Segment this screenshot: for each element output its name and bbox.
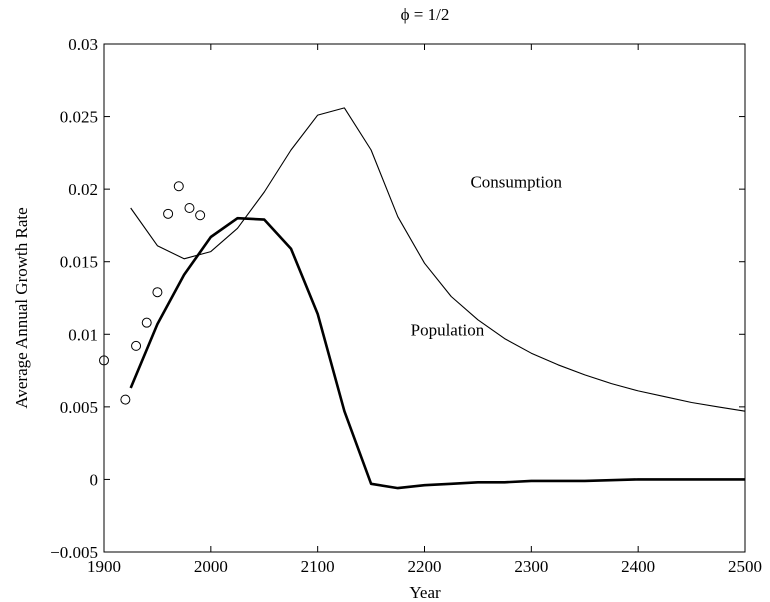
y-tick-label: 0.015 [60, 253, 98, 272]
y-tick-label: 0.01 [68, 325, 98, 344]
x-axis-label: Year [409, 583, 441, 602]
observed-point [163, 208, 174, 219]
annotation-layer: Consumption Population [411, 173, 563, 340]
plot-frame [103, 43, 746, 553]
x-tick-label: 2000 [194, 557, 228, 576]
series-layer [99, 107, 746, 490]
x-axis: 1900 2000 2100 2200 2300 2400 2500 [87, 44, 762, 576]
annotation-population: Population [411, 321, 485, 340]
y-tick-label: 0.03 [68, 35, 98, 54]
observed-point [99, 355, 109, 366]
y-axis: −0.005 0 0.005 0.01 0.015 0.02 0.025 0.03 [50, 35, 745, 562]
observed-point [120, 394, 131, 405]
y-tick-label: 0.005 [60, 398, 98, 417]
observed-point [152, 287, 163, 298]
chart-title: ϕ = 1/2 [401, 5, 450, 24]
observed-point [173, 181, 184, 192]
y-axis-label: Average Annual Growth Rate [12, 207, 31, 408]
y-tick-label: 0.02 [68, 180, 98, 199]
annotation-consumption: Consumption [470, 173, 562, 192]
consumption-line [130, 107, 746, 412]
x-tick-label: 2400 [621, 557, 655, 576]
x-tick-label: 2300 [514, 557, 548, 576]
plot-area [103, 43, 746, 553]
x-tick-label: 2500 [728, 557, 762, 576]
y-tick-label: 0 [90, 470, 99, 489]
observed-point [141, 317, 152, 328]
observed-point [184, 203, 195, 214]
observed-point [131, 340, 142, 351]
observed-point [195, 210, 206, 221]
y-tick-label: 0.025 [60, 108, 98, 127]
y-tick-label: −0.005 [50, 543, 98, 562]
x-tick-label: 2100 [301, 557, 335, 576]
x-tick-label: 2200 [408, 557, 442, 576]
x-tick-label: 1900 [87, 557, 121, 576]
population-line [129, 216, 745, 490]
